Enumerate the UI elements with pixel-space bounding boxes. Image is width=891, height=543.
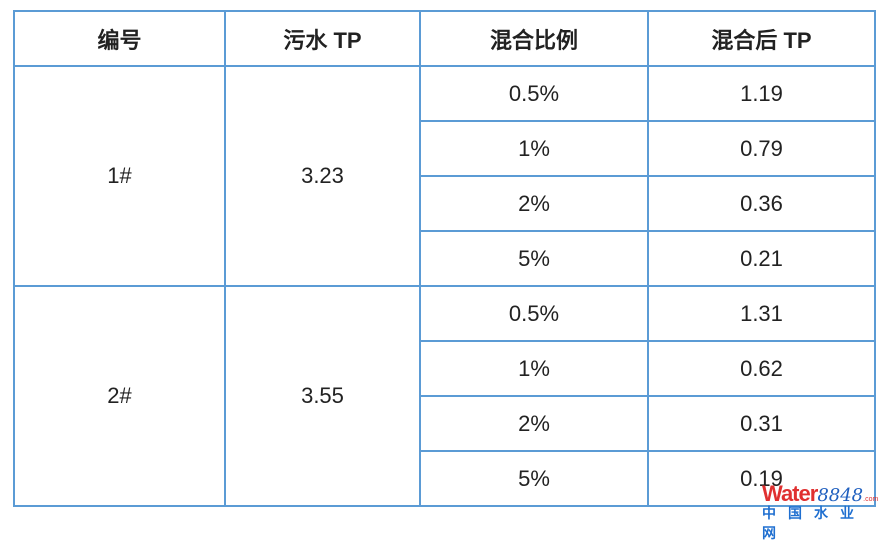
cell-mixed: 1.31 <box>647 285 876 342</box>
cell-tp: 3.23 <box>224 65 421 287</box>
cell-ratio: 5% <box>419 230 649 287</box>
cell-ratio: 2% <box>419 395 649 452</box>
header-sewage-tp: 污水 TP <box>224 10 421 67</box>
cell-mixed: 0.21 <box>647 230 876 287</box>
cell-ratio: 1% <box>419 340 649 397</box>
cell-mixed: 0.79 <box>647 120 876 177</box>
cell-ratio: 0.5% <box>419 65 649 122</box>
table-row: 2% 0.31 <box>14 395 876 452</box>
cell-mixed: 0.19 <box>647 450 876 507</box>
header-mixed-tp: 混合后 TP <box>647 10 876 67</box>
watermark-logo: Water8848.com 中国水业网 <box>762 481 887 541</box>
table-row: 5% 0.21 <box>14 230 876 287</box>
cell-ratio: 5% <box>419 450 649 507</box>
cell-mixed: 0.36 <box>647 175 876 232</box>
table-row: 1# 3.23 0.5% 1.19 <box>13 65 876 287</box>
cell-mixed: 0.62 <box>647 340 876 397</box>
watermark-subtitle: 中国水业网 <box>762 505 866 541</box>
watermark-number: 8848 <box>817 485 864 506</box>
table-row: 1% 0.62 <box>14 340 876 397</box>
header-id: 编号 <box>13 10 226 67</box>
watermark-brand: Water <box>762 481 818 506</box>
table-row: 2% 0.36 <box>14 175 876 232</box>
header-ratio: 混合比例 <box>419 10 649 67</box>
cell-mixed: 0.31 <box>647 395 876 452</box>
data-table: 编号 污水 TP 混合比例 混合后 TP 1# 3.23 0.5% 1.19 1… <box>13 10 876 507</box>
cell-id: 1# <box>13 65 226 287</box>
table-row: 1% 0.79 <box>14 120 876 177</box>
cell-mixed: 1.19 <box>647 65 876 122</box>
table-row: 2# 3.55 0.5% 1.31 <box>13 285 876 507</box>
cell-tp: 3.55 <box>224 285 421 507</box>
cell-ratio: 1% <box>419 120 649 177</box>
cell-id: 2# <box>13 285 226 507</box>
watermark-com: .com <box>863 496 879 503</box>
table-row: 5% 0.19 <box>14 450 876 507</box>
cell-ratio: 0.5% <box>419 285 649 342</box>
cell-ratio: 2% <box>419 175 649 232</box>
header-row: 编号 污水 TP 混合比例 混合后 TP <box>13 10 876 67</box>
